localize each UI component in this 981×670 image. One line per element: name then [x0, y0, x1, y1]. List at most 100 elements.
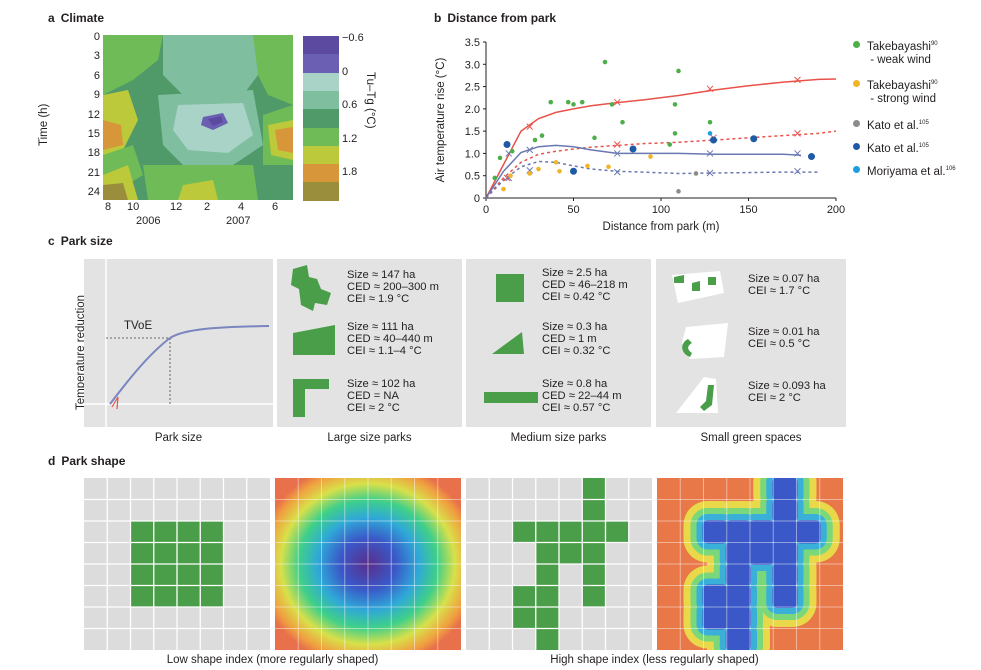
panel-a-ytick: 15	[87, 128, 100, 140]
legend-name: Takebayashi	[867, 79, 931, 92]
high-shape-index-grid	[466, 478, 652, 650]
x-marker	[613, 168, 621, 176]
park-cell	[582, 564, 606, 586]
legend-name: Takebayashi	[867, 40, 931, 53]
x-marker	[794, 76, 801, 84]
caption-medium-parks: Medium size parks	[510, 432, 607, 444]
x-marker	[706, 150, 714, 157]
heatmap-blob	[772, 563, 798, 587]
colorbar-tick: 1.2	[342, 132, 358, 145]
park-cell	[582, 542, 606, 564]
colorbar-band	[303, 127, 339, 146]
x-tick-label: 200	[827, 204, 845, 216]
y-tick-label: 1.5	[465, 126, 480, 138]
large-park-2-text: Size ≈ 111 ha CED ≈ 40–440 m CEI ≈ 1.1–4 °…	[347, 321, 433, 357]
heatmap-blob	[702, 606, 728, 630]
caption-large-parks: Large size parks	[327, 432, 412, 444]
low-shape-index-grid	[84, 478, 270, 650]
heatmap-blob	[772, 541, 798, 565]
large-park-3-shape	[293, 379, 329, 417]
data-point	[592, 135, 597, 141]
park-cell	[535, 542, 559, 564]
data-point	[710, 136, 717, 144]
data-point	[672, 131, 678, 136]
heatmap-blob	[749, 520, 775, 544]
x-marker	[794, 167, 801, 175]
panel-b-title: b Distance from park	[434, 11, 557, 25]
heatmap-blob	[702, 584, 728, 608]
park-cell	[535, 521, 559, 543]
medium-park-3-shape	[484, 392, 538, 403]
small-space-3-shape	[676, 377, 718, 413]
legend-ref: 105	[918, 120, 929, 126]
legend-dot	[853, 41, 860, 48]
park-size-curve	[84, 259, 273, 427]
panel-a-ytick: 24	[87, 186, 100, 199]
colorbar-tick: 0	[342, 65, 349, 78]
data-point	[629, 145, 637, 153]
caption-high-shape-index: High shape index (less regularly shaped)	[550, 654, 759, 666]
y-tick-label: 3.5	[465, 37, 480, 49]
data-point	[676, 68, 681, 74]
data-point	[648, 154, 653, 159]
low-shape-index-heatmap	[275, 478, 461, 650]
park-cell	[177, 521, 201, 543]
data-point	[501, 186, 506, 192]
legend-dot	[853, 166, 860, 173]
colorbar-label: Tu–Tg (°C)	[364, 72, 376, 129]
x-marker	[526, 123, 534, 131]
panel-a-ytick: 6	[93, 69, 100, 82]
data-point	[667, 142, 673, 147]
heatmap-blob	[725, 627, 751, 650]
data-point	[527, 171, 533, 176]
x-tick-label: 150	[739, 204, 757, 216]
data-point	[536, 166, 541, 172]
panel-d-title: d Park shape	[48, 454, 126, 468]
park-cell	[535, 564, 559, 586]
year-2006: 2006	[136, 215, 161, 227]
park-cell	[535, 607, 559, 629]
panel-a-ytick: 18	[87, 147, 100, 160]
data-point	[609, 102, 615, 107]
large-parks-panel: Size ≈ 147 ha CED ≈ 200–300 m CEI ≈ 1.9 °C…	[277, 259, 462, 427]
legend-name: Kato et al.	[867, 119, 919, 132]
data-point	[539, 133, 545, 138]
panel-a-xtick: 8	[105, 201, 112, 213]
caption-small-spaces: Small green spaces	[700, 432, 802, 444]
data-point	[497, 155, 503, 161]
panel-a-ytick: 3	[93, 50, 100, 63]
medium-park-1-text: Size ≈ 2.5 ha CED ≈ 46–218 m CEI ≈ 0.42 °C	[542, 267, 628, 303]
legend-name: Kato et al.	[867, 142, 919, 155]
climate-contour-plot	[103, 35, 293, 200]
medium-park-1-shape	[496, 274, 524, 302]
caption-park-size: Park size	[154, 432, 203, 444]
data-point	[579, 99, 585, 105]
x-marker	[794, 130, 801, 137]
heatmap-blob	[725, 541, 751, 565]
large-park-2-shape	[293, 325, 335, 355]
legend-dot	[853, 143, 860, 150]
park-cell	[582, 499, 606, 521]
park-cell	[582, 585, 606, 607]
x-marker	[794, 150, 801, 157]
x-tick-label: 50	[567, 204, 579, 216]
small-space-2-shape	[682, 323, 728, 359]
panel-a-ytick: 9	[93, 89, 100, 102]
park-cell	[153, 564, 177, 586]
data-point	[570, 167, 577, 175]
data-point	[508, 173, 513, 179]
legend-name: Moriyama et al.	[867, 165, 946, 178]
legend-ref: 105	[918, 143, 929, 149]
large-park-3-text: Size ≈ 102 ha CED = NA CEI ≈ 2 °C	[347, 378, 416, 414]
panel-a-xtick: 2	[204, 201, 211, 213]
high-shape-index-heatmap	[657, 478, 843, 650]
fit-curve	[485, 78, 837, 199]
x-marker	[706, 85, 714, 93]
medium-park-2-shape	[492, 332, 524, 354]
fit-curve	[485, 160, 819, 199]
park-cell	[582, 521, 606, 543]
heatmap-blob	[795, 520, 821, 544]
heatmap-blob	[772, 520, 798, 544]
park-cell	[153, 585, 177, 607]
park-cell	[200, 542, 224, 564]
